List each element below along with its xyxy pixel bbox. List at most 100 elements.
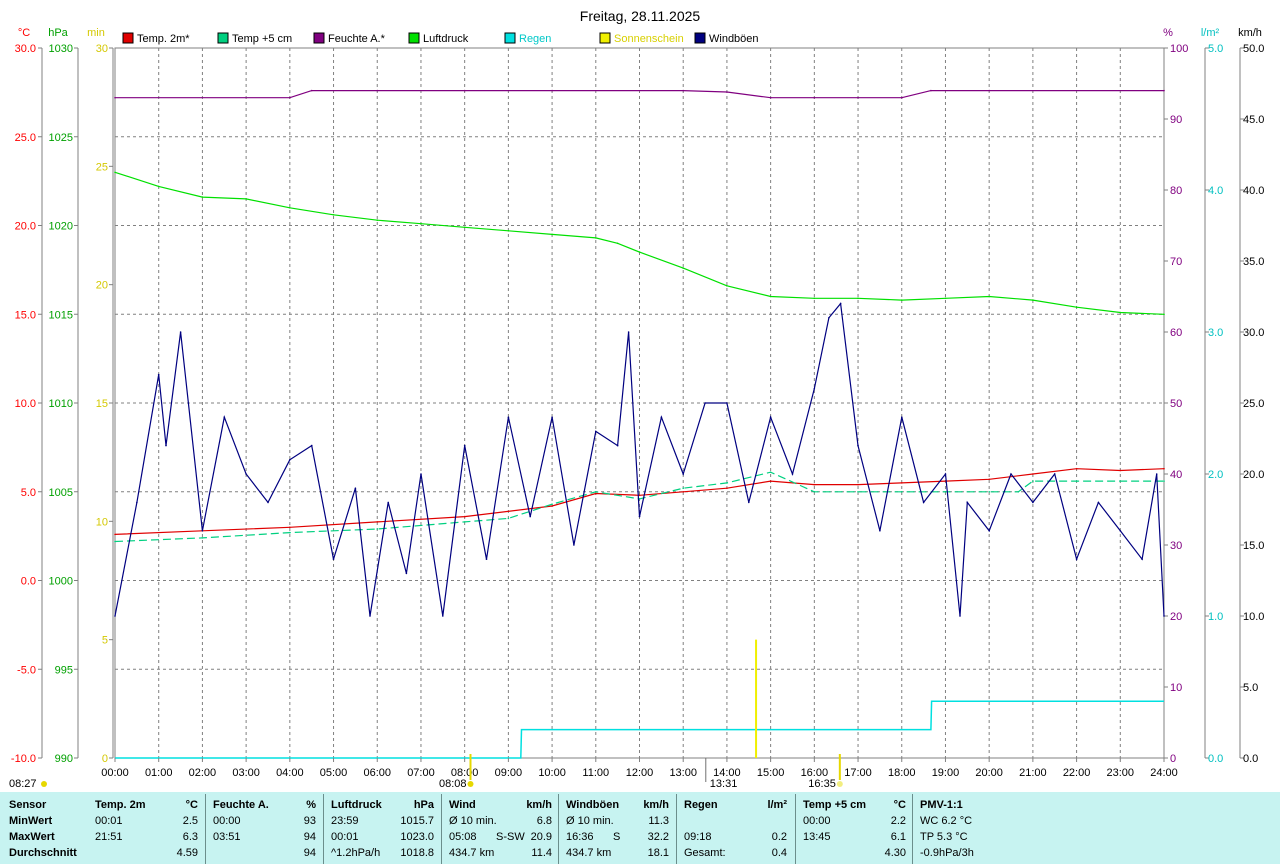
min-time: Ø 10 min. bbox=[566, 815, 614, 827]
wind-gust-line-point bbox=[114, 615, 116, 617]
avg-label: 434.7 km bbox=[566, 847, 612, 859]
x-tick-label: 17:00 bbox=[844, 767, 872, 779]
x-tick-label: 24:00 bbox=[1150, 767, 1178, 779]
pressure-line-point bbox=[114, 171, 116, 174]
wind-gust-line-point bbox=[748, 501, 750, 504]
legend-swatch bbox=[217, 32, 229, 44]
wind-gust-line-point bbox=[791, 473, 794, 475]
column-unit: km/h bbox=[643, 799, 669, 811]
chart-title: Freitag, 28.11.2025 bbox=[580, 8, 701, 24]
humidity-tick-label: 10 bbox=[1170, 682, 1182, 694]
humidity-line-point bbox=[857, 96, 859, 99]
pressure-tick-label: 990 bbox=[55, 753, 73, 765]
column-separator bbox=[912, 794, 913, 864]
x-tick-label: 03:00 bbox=[232, 767, 260, 779]
wind-gust-line-point bbox=[627, 331, 630, 333]
rain-tick-label: 3.0 bbox=[1208, 327, 1223, 339]
wind-gust-line-point bbox=[839, 302, 842, 305]
wind-gust-line-point bbox=[1032, 501, 1034, 504]
temp-5cm-line-point bbox=[813, 491, 816, 493]
column-header: Windböen bbox=[566, 799, 620, 811]
wind-gust-line-point bbox=[1155, 473, 1158, 475]
column-header: PMV-1:1 bbox=[920, 799, 963, 811]
wind-gust-line-point bbox=[1119, 530, 1122, 532]
max-time: 13:45 bbox=[803, 831, 831, 843]
sunrise-icon bbox=[467, 781, 474, 787]
pressure-line-point bbox=[507, 230, 510, 232]
wind-gust-line-point bbox=[1141, 558, 1143, 560]
x-tick-label: 21:00 bbox=[1019, 767, 1047, 779]
temp-5cm-line-point bbox=[595, 491, 597, 493]
temp-2m-line-point bbox=[1032, 473, 1034, 475]
wind-gust-line-point bbox=[1010, 473, 1012, 475]
pressure-tick-label: 1025 bbox=[49, 132, 73, 144]
max-time: 09:18 bbox=[684, 831, 712, 843]
temp-2m-line-point bbox=[551, 505, 553, 507]
x-tick-label: 05:00 bbox=[320, 767, 348, 779]
sunshine-tick-label: 10 bbox=[96, 516, 108, 528]
wind-tick-label: 35.0 bbox=[1243, 256, 1264, 268]
max-value: 94 bbox=[303, 831, 316, 843]
series-layer bbox=[114, 89, 1165, 759]
temp-2m-line-point bbox=[682, 491, 684, 493]
column-separator bbox=[558, 794, 559, 864]
column-header: Regen bbox=[684, 799, 718, 811]
min-value: 93 bbox=[303, 815, 316, 827]
wind-gust-line-point bbox=[616, 444, 619, 447]
rain-line bbox=[115, 700, 1164, 759]
wind-gust-line-point bbox=[813, 388, 816, 390]
sunshine-unit-label: min bbox=[87, 27, 105, 39]
humidity-tick-label: 60 bbox=[1170, 327, 1182, 339]
humidity-line-point bbox=[901, 96, 903, 99]
wind-tick-label: 50.0 bbox=[1243, 43, 1264, 55]
humidity-unit-label: % bbox=[1163, 27, 1173, 39]
avg-value: 1018.8 bbox=[400, 847, 434, 859]
sunrise-label: 08:08 bbox=[439, 778, 467, 790]
pressure-tick-label: 1000 bbox=[49, 576, 73, 588]
max-value: 0.2 bbox=[771, 831, 787, 843]
x-tick-label: 00:00 bbox=[101, 767, 129, 779]
legend-label: Windböen bbox=[709, 33, 759, 45]
humidity-line-point bbox=[376, 89, 379, 92]
temp-5cm-line-point bbox=[114, 540, 116, 543]
x-tick-label: 12:00 bbox=[626, 767, 654, 779]
x-tick-label: 04:00 bbox=[276, 767, 304, 779]
column-header: Temp +5 cm bbox=[803, 799, 867, 811]
temp-5cm-line-point bbox=[463, 521, 466, 523]
x-tick-label: 07:00 bbox=[407, 767, 435, 779]
temp-tick-label: 30.0 bbox=[15, 43, 36, 55]
max-value: 1023.0 bbox=[400, 831, 434, 843]
avg-label: -0.9hPa/3h bbox=[920, 847, 974, 859]
legend-swatch bbox=[599, 32, 611, 44]
sunshine-tick-label: 30 bbox=[96, 43, 108, 55]
pressure-line-point bbox=[157, 185, 160, 188]
sunshine-tick-label: 0 bbox=[102, 753, 108, 765]
legend-swatch bbox=[504, 32, 516, 44]
min-value: 6.8 bbox=[536, 815, 552, 827]
wind-gust-line-point bbox=[157, 373, 160, 376]
page-time-icon bbox=[41, 781, 47, 787]
x-tick-label: 22:00 bbox=[1063, 767, 1091, 779]
legend-label: Feuchte A.* bbox=[328, 33, 386, 45]
wind-gust-line-point bbox=[354, 487, 357, 490]
rain-unit-label: l/m² bbox=[1201, 27, 1220, 39]
avg-value: 11.4 bbox=[531, 847, 552, 859]
avg-label: Gesamt: bbox=[684, 847, 726, 859]
right-axes: 10090807060504030201005.04.03.02.01.00.0… bbox=[1164, 43, 1264, 765]
wind-gust-line-point bbox=[245, 473, 247, 475]
temp-tick-label: 25.0 bbox=[15, 132, 36, 144]
pressure-line-point bbox=[289, 207, 291, 209]
legend-label: Regen bbox=[519, 33, 551, 45]
temp-2m-line-point bbox=[901, 482, 903, 484]
wind-gust-line-point bbox=[660, 416, 663, 419]
legend: Temp. 2m* Temp +5 cm Feuchte A.* Luftdruck R… bbox=[122, 32, 759, 45]
column-unit: % bbox=[306, 799, 316, 811]
humidity-line-point bbox=[1163, 89, 1165, 92]
wind-gust-line-point bbox=[201, 530, 204, 532]
pressure-line-point bbox=[245, 198, 247, 200]
wind-gust-line-point bbox=[988, 530, 990, 532]
max-value: 20.9 bbox=[530, 831, 552, 843]
x-tick-label: 11:00 bbox=[582, 767, 609, 779]
temp-2m-line-point bbox=[463, 515, 466, 518]
humidity-tick-label: 100 bbox=[1170, 43, 1188, 55]
